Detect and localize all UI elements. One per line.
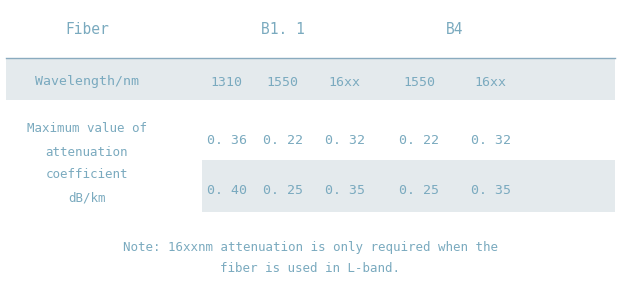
Text: fiber is used in L-band.: fiber is used in L-band. — [220, 262, 401, 275]
Text: 1550: 1550 — [266, 76, 299, 88]
Text: 0. 32: 0. 32 — [325, 133, 365, 146]
Text: Maximum value of: Maximum value of — [27, 121, 147, 134]
Text: 1310: 1310 — [211, 76, 243, 88]
Bar — [6, 59, 615, 100]
Text: 16xx: 16xx — [474, 76, 507, 88]
Text: coefficient: coefficient — [46, 169, 128, 182]
Text: 16xx: 16xx — [329, 76, 361, 88]
Text: Fiber: Fiber — [65, 23, 109, 37]
Text: 0. 25: 0. 25 — [399, 184, 439, 197]
Text: 1550: 1550 — [403, 76, 435, 88]
Text: attenuation: attenuation — [46, 146, 128, 159]
Bar — [202, 160, 615, 212]
Text: Note: 16xxnm attenuation is only required when the: Note: 16xxnm attenuation is only require… — [123, 242, 498, 255]
Text: 0. 22: 0. 22 — [263, 133, 302, 146]
Text: B4: B4 — [446, 23, 463, 37]
Text: 0. 32: 0. 32 — [471, 133, 510, 146]
Text: 0. 35: 0. 35 — [325, 184, 365, 197]
Text: B1. 1: B1. 1 — [261, 23, 304, 37]
Text: 0. 36: 0. 36 — [207, 133, 247, 146]
Text: 0. 35: 0. 35 — [471, 184, 510, 197]
Text: Wavelength/nm: Wavelength/nm — [35, 76, 139, 88]
Text: 0. 22: 0. 22 — [399, 133, 439, 146]
Text: dB/km: dB/km — [68, 191, 106, 204]
Text: 0. 40: 0. 40 — [207, 184, 247, 197]
Text: 0. 25: 0. 25 — [263, 184, 302, 197]
